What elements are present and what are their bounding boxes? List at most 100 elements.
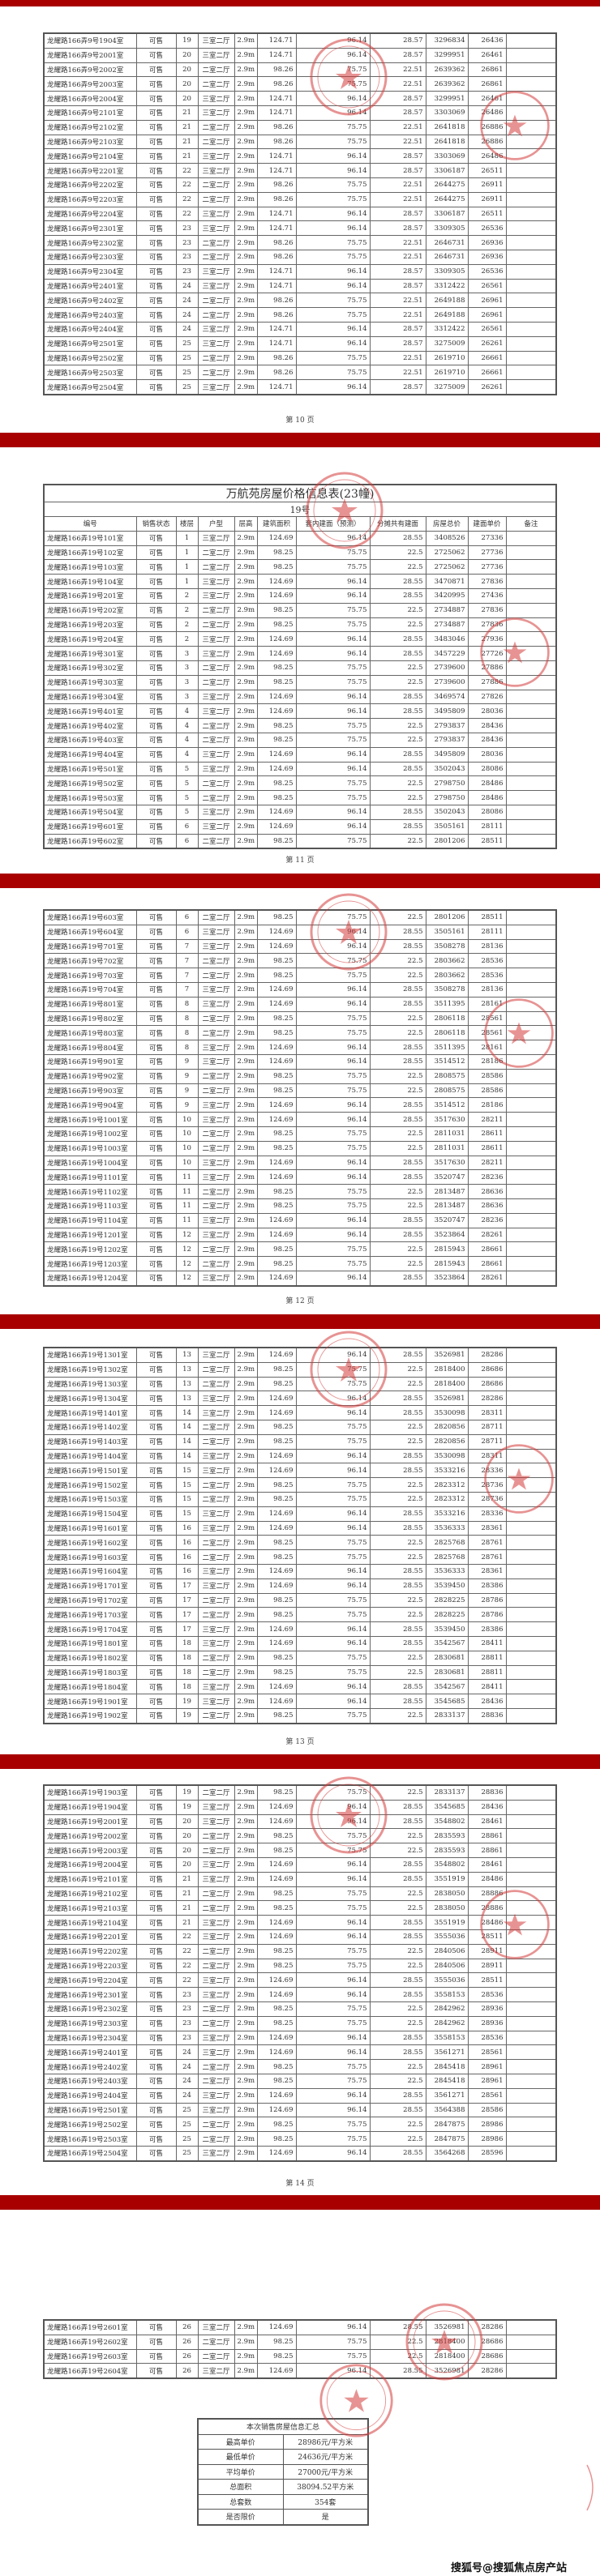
table-cell: 27826 bbox=[467, 689, 507, 705]
table-cell: 龙耀路166弄9号2202室 bbox=[43, 177, 137, 193]
table-cell: 可售 bbox=[135, 1361, 177, 1378]
table-cell: 三室二厅 bbox=[197, 263, 235, 280]
table-cell: 三室二厅 bbox=[197, 1915, 235, 1930]
table-row: 龙耀路166弄19号2101室 可售 21 三室二厅 2.9m 124.69 96.14 28… bbox=[43, 1871, 557, 1887]
table-cell: 三室二厅 bbox=[197, 1391, 235, 1407]
table-cell: 28.55 bbox=[369, 1391, 426, 1407]
table-cell: 2.9m bbox=[234, 631, 258, 647]
table-cell: 96.14 bbox=[295, 105, 371, 121]
table-cell: 124.69 bbox=[256, 996, 297, 1012]
table-row: 龙耀路166弄19号903室 可售 9 二室二厅 2.9m 98.25 75.75 22.5 2… bbox=[43, 1083, 557, 1099]
table-cell: 22.5 bbox=[369, 1025, 426, 1041]
table-cell: 可售 bbox=[135, 1972, 177, 1989]
table-cell: 25 bbox=[175, 365, 199, 381]
table-cell: 75.75 bbox=[295, 775, 371, 792]
table-cell: 28.55 bbox=[369, 761, 426, 777]
table-row: 龙耀路166弄9号2201室 可售 22 三室二厅 2.9m 124.71 96.14 28.… bbox=[43, 163, 557, 178]
table-cell: 龙耀路166弄19号2503室 bbox=[43, 2131, 137, 2147]
table-cell: 2646731 bbox=[425, 235, 469, 250]
summary-row: 是否限价是 bbox=[197, 2509, 369, 2525]
table-cell: 28911 bbox=[467, 1958, 507, 1974]
table-cell: 2.9m bbox=[234, 2059, 258, 2074]
table-cell: 三室二厅 bbox=[197, 996, 235, 1012]
table-cell: 6 bbox=[175, 833, 199, 849]
table-cell: 22.5 bbox=[369, 674, 426, 690]
table-cell: 二室二厅 bbox=[197, 1784, 235, 1801]
table-cell: 75.75 bbox=[295, 953, 371, 969]
table-cell: 75.75 bbox=[295, 1491, 371, 1507]
table-cell: 26911 bbox=[467, 191, 507, 207]
table-cell: 龙耀路166弄19号2102室 bbox=[43, 1886, 137, 1902]
table-cell: 28.55 bbox=[369, 2044, 426, 2061]
table-cell: 96.14 bbox=[295, 1929, 371, 1945]
table-cell: 龙耀路166弄19号901室 bbox=[43, 1053, 137, 1070]
table-cell bbox=[505, 1535, 557, 1551]
table-cell: 龙耀路166弄19号2302室 bbox=[43, 2001, 137, 2017]
table-cell: 2.9m bbox=[234, 1520, 258, 1536]
table-cell: 21 bbox=[175, 1915, 199, 1930]
table-row: 龙耀路166弄19号2302室 可售 23 二室二厅 2.9m 98.25 75.75 22.… bbox=[43, 2001, 557, 2017]
table-cell: 2.9m bbox=[234, 1053, 258, 1070]
summary-label: 平均单价 bbox=[197, 2463, 284, 2480]
table-row: 龙耀路166弄19号104室 可售 1 三室二厅 2.9m 124.69 96.14 28.5… bbox=[43, 574, 557, 589]
table-cell bbox=[505, 307, 557, 323]
table-cell: 龙耀路166弄19号1903室 bbox=[43, 1784, 137, 1801]
table-cell bbox=[505, 134, 557, 150]
table-cell: 二室二厅 bbox=[197, 1010, 235, 1027]
column-header: 分摊共有建面 bbox=[369, 516, 426, 532]
table-cell: 28161 bbox=[467, 996, 507, 1012]
table-cell: 124.69 bbox=[256, 1987, 297, 2002]
table-cell: 16 bbox=[175, 1535, 199, 1551]
table-cell: 28.55 bbox=[369, 938, 426, 955]
table-row: 龙耀路166弄19号1302室 可售 13 二室二厅 2.9m 98.25 75.75 22.… bbox=[43, 1361, 557, 1378]
table-cell: 三室二厅 bbox=[197, 981, 235, 998]
table-cell: 龙耀路166弄19号2003室 bbox=[43, 1843, 137, 1858]
table-row: 龙耀路166弄9号2001室 可售 20 三室二厅 2.9m 124.71 96.14 28.… bbox=[43, 47, 557, 63]
table-cell: 28786 bbox=[467, 1592, 507, 1608]
table-cell: 三室二厅 bbox=[197, 91, 235, 106]
table-cell: 22.5 bbox=[369, 1198, 426, 1214]
table-cell: 28.55 bbox=[369, 1112, 426, 1127]
table-cell: 3520747 bbox=[425, 1169, 469, 1185]
table-cell: 三室二厅 bbox=[197, 587, 235, 604]
table-cell: 二室二厅 bbox=[197, 365, 235, 381]
table-row: 龙耀路166弄9号2403室 可售 24 二室二厅 2.9m 98.26 75.75 22.5… bbox=[43, 307, 557, 323]
table-cell: 二室二厅 bbox=[197, 559, 235, 575]
table-cell: 98.25 bbox=[256, 1491, 297, 1507]
table-cell: 22.5 bbox=[369, 1126, 426, 1142]
table-row: 龙耀路166弄19号2002室 可售 20 二室二厅 2.9m 98.25 75.75 22.… bbox=[43, 1828, 557, 1844]
table-cell: 28.55 bbox=[369, 1040, 426, 1055]
table-cell: 27836 bbox=[467, 617, 507, 633]
table-cell: 2.9m bbox=[234, 1256, 258, 1271]
table-row: 龙耀路166弄19号1202室 可售 12 二室二厅 2.9m 98.25 75.75 22.… bbox=[43, 1241, 557, 1258]
table-cell: 22.5 bbox=[369, 1361, 426, 1378]
table-cell: 2.9m bbox=[234, 909, 258, 925]
table-cell: 28561 bbox=[467, 1010, 507, 1027]
table-cell: 2.9m bbox=[234, 321, 258, 337]
table-cell bbox=[505, 996, 557, 1012]
table-cell: 龙耀路166弄19号1603室 bbox=[43, 1549, 137, 1565]
table-cell: 96.14 bbox=[295, 163, 371, 178]
table-cell: 124.69 bbox=[256, 938, 297, 955]
table-cell: 龙耀路166弄9号2201室 bbox=[43, 163, 137, 178]
table-cell: 96.14 bbox=[295, 1097, 371, 1113]
table-cell: 2842962 bbox=[425, 2015, 469, 2031]
table-cell bbox=[505, 761, 557, 777]
table-cell: 27336 bbox=[467, 530, 507, 546]
table-cell: 3561271 bbox=[425, 2087, 469, 2104]
table-cell: 2.9m bbox=[234, 1707, 258, 1724]
table-cell: 28.55 bbox=[369, 574, 426, 589]
table-cell: 98.25 bbox=[256, 1828, 297, 1844]
table-cell: 2.9m bbox=[234, 1929, 258, 1945]
table-cell: 2.9m bbox=[234, 1987, 258, 2002]
table-cell: 6 bbox=[175, 924, 199, 940]
table-cell: 2818400 bbox=[425, 1376, 469, 1392]
table-cell: 可售 bbox=[135, 220, 177, 237]
table-cell: 2619710 bbox=[425, 350, 469, 366]
table-cell: 可售 bbox=[135, 278, 177, 294]
table-cell: 75.75 bbox=[295, 1707, 371, 1724]
table-cell: 2 bbox=[175, 631, 199, 647]
table-row: 龙耀路166弄19号1703室 可售 17 二室二厅 2.9m 98.25 75.75 22.… bbox=[43, 1607, 557, 1623]
table-cell: 22.5 bbox=[369, 559, 426, 575]
table-cell: 12 bbox=[175, 1256, 199, 1271]
